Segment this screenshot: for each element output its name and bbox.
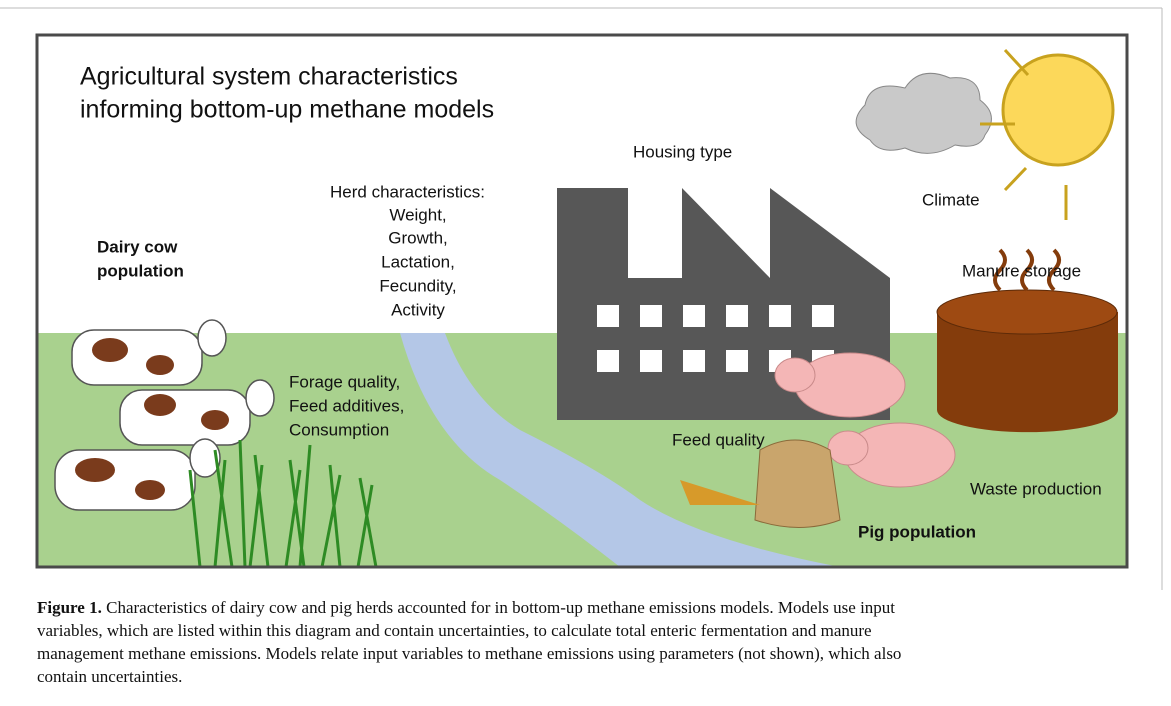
label: Activity: [391, 300, 445, 319]
label: Pig population: [858, 522, 976, 541]
cows: [54, 319, 275, 511]
caption-text: Characteristics of dairy cow and pig her…: [106, 598, 896, 617]
label: Herd characteristics:: [330, 182, 485, 201]
figure: Agricultural system characteristics info…: [0, 7, 1163, 590]
figure-title: informing bottom-up methane models: [80, 96, 494, 124]
caption-label: Figure 1.: [37, 598, 102, 617]
label: Manure storage: [962, 261, 1081, 280]
label: Feed quality: [672, 430, 765, 449]
figure-title: Agricultural system characteristics: [80, 63, 458, 91]
manure-tank: [936, 248, 1118, 433]
label: Housing type: [633, 142, 732, 161]
feed-sack: [680, 439, 841, 528]
caption-line: management methane emissions. Models rel…: [37, 644, 902, 663]
label: Fecundity,: [379, 276, 456, 295]
label: Lactation,: [381, 252, 455, 271]
label: Feed additives,: [289, 396, 404, 415]
label: Forage quality,: [289, 372, 400, 391]
grass: [188, 439, 378, 568]
figure-frame: [35, 33, 1129, 569]
label: Waste production: [970, 479, 1102, 498]
caption-line: Figure 1. Characteristics of dairy cow a…: [37, 596, 895, 619]
sun: [980, 48, 1115, 220]
caption-line: variables, which are listed within this …: [37, 621, 872, 640]
label: population: [97, 261, 184, 280]
caption-line: contain uncertainties.: [37, 667, 183, 686]
cloud: [855, 72, 992, 154]
label: Weight,: [389, 205, 446, 224]
label: Climate: [922, 190, 980, 209]
river: [400, 333, 840, 567]
label: Dairy cow: [97, 237, 178, 256]
label: Consumption: [289, 420, 389, 439]
label: Growth,: [388, 228, 448, 247]
pigs: [774, 352, 956, 488]
